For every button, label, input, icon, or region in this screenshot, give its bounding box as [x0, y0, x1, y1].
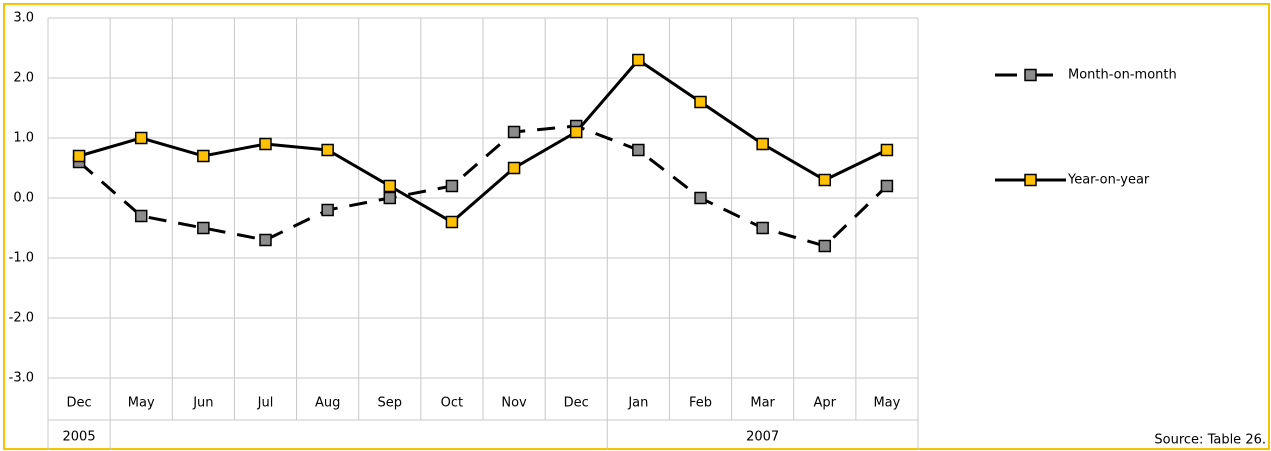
data-marker — [632, 53, 645, 67]
data-marker — [321, 143, 334, 157]
y-tick-label: 0.0 — [13, 191, 34, 206]
data-marker — [880, 143, 894, 157]
y-tick-label: -2.0 — [9, 311, 34, 326]
x-tick-label: May — [873, 396, 900, 411]
x-tick-label: Aug — [315, 396, 340, 411]
data-marker — [507, 161, 521, 175]
y-tick-label: 1.0 — [13, 131, 34, 146]
data-marker — [383, 191, 397, 205]
data-marker — [321, 203, 334, 217]
data-marker — [694, 95, 707, 109]
data-marker — [134, 131, 148, 145]
data-marker — [134, 209, 148, 223]
data-marker — [507, 125, 521, 139]
x-tick-label: May — [128, 396, 155, 411]
data-marker — [880, 179, 894, 193]
data-marker — [818, 239, 832, 253]
legend-marker — [1024, 68, 1037, 82]
data-marker — [259, 233, 272, 247]
legend-marker — [1024, 173, 1037, 187]
data-marker — [756, 221, 769, 235]
data-marker — [259, 137, 272, 151]
data-marker — [197, 221, 210, 235]
x-tick-label: Jan — [627, 396, 648, 411]
legend-label: Year-on-year — [1067, 173, 1150, 188]
data-marker — [72, 149, 86, 163]
series-line — [78, 58, 888, 224]
x-tick-label: Nov — [501, 396, 527, 411]
x-tick-label: Feb — [689, 396, 712, 411]
year-label: 2005 — [63, 430, 96, 445]
x-tick-label: Dec — [66, 396, 91, 411]
year-label: 2007 — [746, 430, 779, 445]
data-marker — [445, 179, 459, 193]
data-marker — [818, 173, 832, 187]
chart-border — [3, 3, 1270, 450]
data-marker — [632, 143, 645, 157]
data-marker — [756, 137, 769, 151]
x-tick-label: Jul — [257, 396, 274, 411]
y-tick-label: 3.0 — [13, 11, 34, 26]
x-tick-label: Jun — [192, 396, 213, 411]
data-marker — [569, 125, 583, 139]
x-tick-label: Dec — [564, 396, 589, 411]
y-tick-label: -1.0 — [9, 251, 34, 266]
legend-label: Month-on-month — [1068, 68, 1177, 83]
source-note: Source: Table 26. — [1154, 433, 1266, 448]
data-marker — [445, 215, 459, 229]
data-marker — [383, 179, 397, 193]
x-tick-label: Oct — [441, 396, 463, 411]
x-tick-label: Sep — [378, 396, 403, 411]
y-tick-label: 2.0 — [13, 71, 34, 86]
series-line — [78, 124, 888, 248]
x-tick-label: Mar — [750, 396, 775, 411]
data-marker — [197, 149, 210, 163]
data-marker — [694, 191, 707, 205]
y-tick-label: -3.0 — [9, 371, 34, 386]
x-tick-label: Apr — [814, 396, 837, 411]
